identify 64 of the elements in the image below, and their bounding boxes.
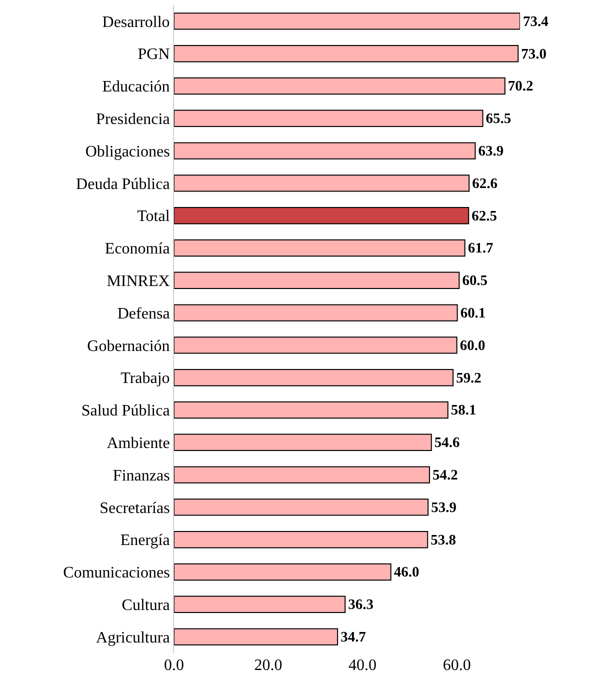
data-label: 54.2 xyxy=(432,467,458,484)
y-tick-label: Desarrollo xyxy=(102,14,170,31)
bar xyxy=(174,110,484,127)
bar xyxy=(174,596,346,613)
y-tick-label: Defensa xyxy=(117,305,170,322)
y-tick-label: Secretarías xyxy=(100,500,170,517)
data-label: 36.3 xyxy=(348,597,374,614)
bar xyxy=(174,498,429,516)
data-label: 63.9 xyxy=(478,143,504,160)
bar xyxy=(174,304,458,322)
y-tick-label: Energía xyxy=(120,532,170,550)
bar xyxy=(174,531,428,548)
y-tick-label: Economía xyxy=(104,240,170,258)
data-label: 60.5 xyxy=(462,273,488,290)
bar xyxy=(174,401,448,419)
data-label: 58.1 xyxy=(450,402,476,419)
x-tick-label: 20.0 xyxy=(254,657,282,674)
data-label: 61.7 xyxy=(468,240,494,257)
data-label: 34.7 xyxy=(340,629,366,646)
y-tick-label: Salud Pública xyxy=(81,402,170,420)
bar xyxy=(174,174,470,192)
y-tick-label: Trabajo xyxy=(120,370,170,388)
data-label: 54.6 xyxy=(434,435,460,452)
data-label: 65.5 xyxy=(486,111,512,128)
bar xyxy=(174,628,338,646)
y-tick-label: Cultura xyxy=(122,597,170,614)
y-tick-label: PGN xyxy=(138,46,170,64)
y-tick-label: MINREX xyxy=(106,273,170,290)
y-tick-label: Total xyxy=(137,208,170,226)
bar xyxy=(174,369,454,386)
y-tick-label: Gobernación xyxy=(87,338,170,355)
y-tick-label: Finanzas xyxy=(112,467,170,484)
y-tick-label: Ambiente xyxy=(106,435,170,452)
x-tick-label: 0.0 xyxy=(164,657,184,674)
data-label: 60.0 xyxy=(460,338,486,354)
y-tick-label: Comunicaciones xyxy=(63,564,170,582)
data-label: 73.4 xyxy=(523,14,548,30)
y-tick-label: Educación xyxy=(102,78,170,96)
bar xyxy=(174,142,476,160)
x-tick-label: 60.0 xyxy=(442,657,471,674)
data-label: 59.2 xyxy=(456,370,482,386)
data-label: 73.0 xyxy=(521,46,546,62)
data-label: 46.0 xyxy=(394,564,420,581)
bar xyxy=(174,563,392,581)
data-label: 62.5 xyxy=(472,208,497,224)
bar xyxy=(174,239,466,257)
y-tick-label: Presidencia xyxy=(96,111,170,128)
bar xyxy=(174,466,430,484)
bar xyxy=(174,77,506,95)
bar xyxy=(174,45,519,62)
data-label: 70.2 xyxy=(508,78,534,95)
y-tick-label: Agricultura xyxy=(96,629,170,646)
y-tick-label: Deuda Pública xyxy=(76,176,170,193)
data-label: 53.9 xyxy=(431,500,456,516)
y-tick-label: Obligaciones xyxy=(85,143,170,160)
bar xyxy=(174,12,520,30)
data-label: 60.1 xyxy=(460,305,486,322)
bar xyxy=(174,336,458,354)
bar xyxy=(174,434,432,451)
bar xyxy=(174,207,470,224)
data-label: 62.6 xyxy=(472,176,498,192)
x-tick-label: 40.0 xyxy=(348,657,377,674)
data-label: 53.8 xyxy=(430,532,456,548)
bar xyxy=(174,272,460,289)
